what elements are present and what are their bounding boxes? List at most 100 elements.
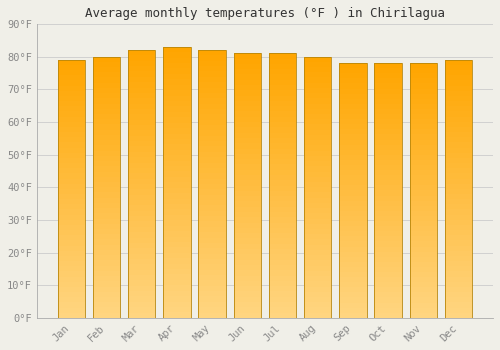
Bar bbox=[339, 94, 366, 99]
Bar bbox=[234, 196, 261, 202]
Bar bbox=[198, 302, 226, 307]
Bar bbox=[410, 246, 437, 252]
Bar bbox=[304, 177, 332, 182]
Bar bbox=[128, 120, 156, 125]
Bar bbox=[234, 270, 261, 275]
Bar bbox=[374, 150, 402, 155]
Bar bbox=[234, 90, 261, 96]
Bar bbox=[93, 260, 120, 266]
Bar bbox=[304, 114, 332, 119]
Bar bbox=[234, 159, 261, 164]
Bar bbox=[93, 104, 120, 109]
Bar bbox=[374, 140, 402, 145]
Bar bbox=[58, 60, 85, 65]
Bar bbox=[445, 117, 472, 122]
Bar bbox=[410, 83, 437, 89]
Bar bbox=[304, 292, 332, 297]
Bar bbox=[410, 298, 437, 303]
Bar bbox=[198, 162, 226, 168]
Bar bbox=[304, 77, 332, 83]
Bar bbox=[163, 280, 190, 285]
Bar bbox=[198, 130, 226, 136]
Bar bbox=[410, 196, 437, 201]
Bar bbox=[198, 88, 226, 93]
Bar bbox=[445, 158, 472, 163]
Bar bbox=[374, 211, 402, 216]
Bar bbox=[234, 133, 261, 138]
Bar bbox=[198, 114, 226, 120]
Bar bbox=[93, 145, 120, 150]
Bar bbox=[93, 193, 120, 198]
Bar bbox=[163, 242, 190, 247]
Bar bbox=[58, 86, 85, 91]
Bar bbox=[198, 248, 226, 254]
Bar bbox=[445, 235, 472, 240]
Bar bbox=[339, 226, 366, 231]
Bar bbox=[269, 117, 296, 122]
Bar bbox=[128, 264, 156, 270]
Bar bbox=[410, 63, 437, 318]
Bar bbox=[339, 165, 366, 170]
Bar bbox=[198, 168, 226, 173]
Bar bbox=[445, 302, 472, 308]
Bar bbox=[445, 86, 472, 91]
Bar bbox=[234, 223, 261, 228]
Bar bbox=[269, 307, 296, 313]
Bar bbox=[339, 196, 366, 201]
Bar bbox=[93, 234, 120, 239]
Bar bbox=[93, 67, 120, 72]
Bar bbox=[234, 233, 261, 238]
Bar bbox=[374, 282, 402, 287]
Bar bbox=[269, 180, 296, 186]
Bar bbox=[374, 246, 402, 252]
Bar bbox=[163, 274, 190, 280]
Bar bbox=[269, 212, 296, 217]
Bar bbox=[445, 308, 472, 313]
Bar bbox=[58, 148, 85, 153]
Bar bbox=[339, 241, 366, 246]
Bar bbox=[374, 216, 402, 221]
Bar bbox=[269, 112, 296, 117]
Bar bbox=[128, 146, 156, 152]
Bar bbox=[234, 260, 261, 265]
Bar bbox=[445, 106, 472, 111]
Bar bbox=[374, 89, 402, 94]
Bar bbox=[304, 255, 332, 260]
Bar bbox=[410, 160, 437, 165]
Bar bbox=[198, 71, 226, 77]
Bar bbox=[374, 63, 402, 68]
Bar bbox=[410, 94, 437, 99]
Bar bbox=[445, 168, 472, 173]
Bar bbox=[128, 82, 156, 88]
Bar bbox=[410, 308, 437, 313]
Bar bbox=[445, 178, 472, 184]
Bar bbox=[410, 175, 437, 180]
Bar bbox=[304, 140, 332, 145]
Bar bbox=[445, 70, 472, 75]
Bar bbox=[128, 168, 156, 173]
Bar bbox=[339, 298, 366, 303]
Bar bbox=[304, 145, 332, 150]
Bar bbox=[128, 211, 156, 216]
Bar bbox=[93, 229, 120, 234]
Bar bbox=[374, 206, 402, 211]
Bar bbox=[234, 53, 261, 318]
Bar bbox=[410, 78, 437, 83]
Bar bbox=[445, 266, 472, 271]
Bar bbox=[304, 313, 332, 318]
Bar bbox=[128, 77, 156, 82]
Bar bbox=[163, 269, 190, 274]
Bar bbox=[58, 261, 85, 266]
Bar bbox=[374, 231, 402, 236]
Bar bbox=[93, 239, 120, 245]
Bar bbox=[304, 150, 332, 156]
Bar bbox=[163, 128, 190, 133]
Bar bbox=[304, 104, 332, 109]
Bar bbox=[198, 104, 226, 109]
Bar bbox=[374, 134, 402, 140]
Bar bbox=[128, 280, 156, 286]
Bar bbox=[93, 156, 120, 161]
Bar bbox=[304, 93, 332, 98]
Bar bbox=[163, 226, 190, 231]
Bar bbox=[163, 79, 190, 85]
